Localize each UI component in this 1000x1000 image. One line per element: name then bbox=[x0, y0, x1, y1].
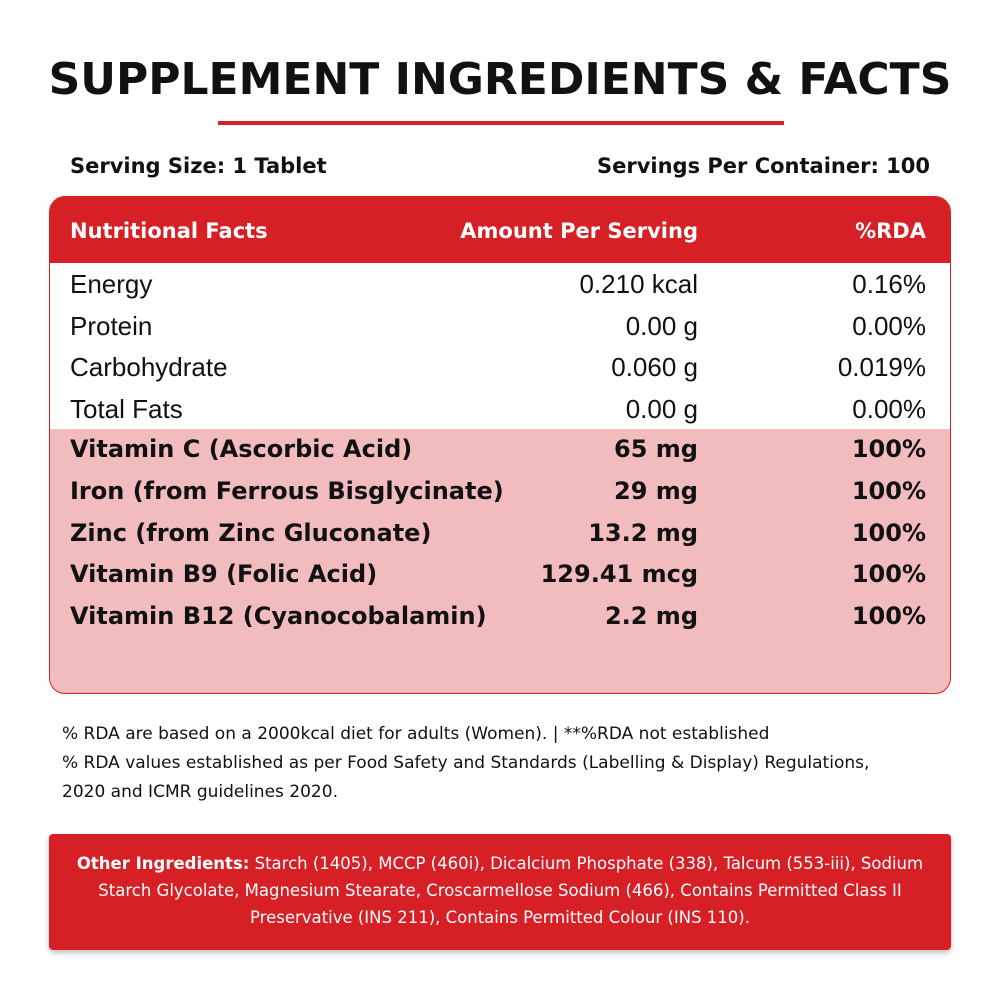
other-ingredients-text: Starch (1405), MCCP (460i), Dicalcium Ph… bbox=[98, 854, 924, 927]
row-amount: 65 mg bbox=[614, 435, 698, 464]
table-header: Nutritional Facts Amount Per Serving %RD… bbox=[50, 197, 950, 263]
row-amount: 2.2 mg bbox=[604, 601, 698, 630]
row-amount: 13.2 mg bbox=[588, 518, 698, 547]
row-rda: 0.00% bbox=[852, 310, 926, 341]
row-rda: 0.16% bbox=[852, 269, 926, 299]
table-row: Vitamin B9 (Folic Acid) 129.41 mcg 100% bbox=[50, 554, 950, 596]
row-rda: 0.00% bbox=[852, 393, 926, 424]
nutrition-table: Nutritional Facts Amount Per Serving %RD… bbox=[49, 196, 951, 694]
row-name: Vitamin C (Ascorbic Acid) bbox=[70, 435, 413, 464]
page-title: SUPPLEMENT INGREDIENTS & FACTS bbox=[48, 54, 952, 105]
serving-info: Serving Size: 1 Tablet Servings Per Cont… bbox=[70, 154, 930, 178]
footnote-line: % RDA values established as per Food Saf… bbox=[62, 753, 870, 773]
row-rda: 100% bbox=[851, 435, 926, 464]
row-amount: 0.00 g bbox=[625, 310, 698, 341]
other-ingredients-box: Other Ingredients: Starch (1405), MCCP (… bbox=[49, 834, 951, 950]
table-row: Total Fats 0.00 g 0.00% bbox=[50, 388, 950, 430]
table-row: Protein 0.00 g 0.00% bbox=[50, 305, 950, 347]
row-name: Zinc (from Zinc Gluconate) bbox=[70, 518, 432, 547]
row-amount: 0.060 g bbox=[611, 352, 698, 383]
row-name: Iron (from Ferrous Bisglycinate) bbox=[70, 476, 504, 505]
row-amount: 129.41 mcg bbox=[540, 560, 698, 589]
table-row: Zinc (from Zinc Gluconate) 13.2 mg 100% bbox=[50, 513, 950, 555]
row-rda: 0.019% bbox=[837, 352, 926, 383]
footnote-line: % RDA are based on a 2000kcal diet for a… bbox=[62, 724, 770, 744]
row-rda: 100% bbox=[851, 601, 926, 630]
basic-nutrients-block: Energy 0.210 kcal 0.16% Protein 0.00 g 0… bbox=[50, 263, 950, 430]
header-nutritional-facts: Nutritional Facts bbox=[70, 219, 268, 243]
row-rda: 100% bbox=[851, 518, 926, 547]
table-row: Iron (from Ferrous Bisglycinate) 29 mg 1… bbox=[50, 471, 950, 513]
table-row: Carbohydrate 0.060 g 0.019% bbox=[50, 346, 950, 388]
header-rda: %RDA bbox=[855, 219, 926, 243]
row-amount: 29 mg bbox=[614, 476, 698, 505]
other-ingredients-label: Other Ingredients: bbox=[76, 854, 250, 873]
table-row: Vitamin B12 (Cyanocobalamin) 2.2 mg 100% bbox=[50, 596, 950, 638]
row-name: Protein bbox=[70, 310, 153, 341]
footnote-line: 2020 and ICMR guidelines 2020. bbox=[62, 782, 338, 802]
servings-per-container: Servings Per Container: 100 bbox=[597, 154, 930, 178]
row-name: Total Fats bbox=[70, 393, 183, 424]
row-name: Energy bbox=[70, 269, 153, 299]
table-row: Vitamin C (Ascorbic Acid) 65 mg 100% bbox=[50, 429, 950, 471]
row-rda: 100% bbox=[851, 476, 926, 505]
row-amount: 0.210 kcal bbox=[579, 269, 698, 299]
row-amount: 0.00 g bbox=[625, 393, 698, 424]
header-amount-per-serving: Amount Per Serving bbox=[460, 219, 698, 243]
title-underline bbox=[218, 121, 784, 125]
row-name: Carbohydrate bbox=[70, 352, 228, 383]
row-rda: 100% bbox=[851, 560, 926, 589]
footnotes: % RDA are based on a 2000kcal diet for a… bbox=[62, 720, 962, 807]
table-row: Energy 0.210 kcal 0.16% bbox=[50, 263, 950, 305]
row-name: Vitamin B9 (Folic Acid) bbox=[70, 560, 378, 589]
serving-size: Serving Size: 1 Tablet bbox=[70, 154, 327, 178]
vitamins-minerals-block: Vitamin C (Ascorbic Acid) 65 mg 100% Iro… bbox=[50, 429, 950, 637]
row-name: Vitamin B12 (Cyanocobalamin) bbox=[70, 601, 487, 630]
